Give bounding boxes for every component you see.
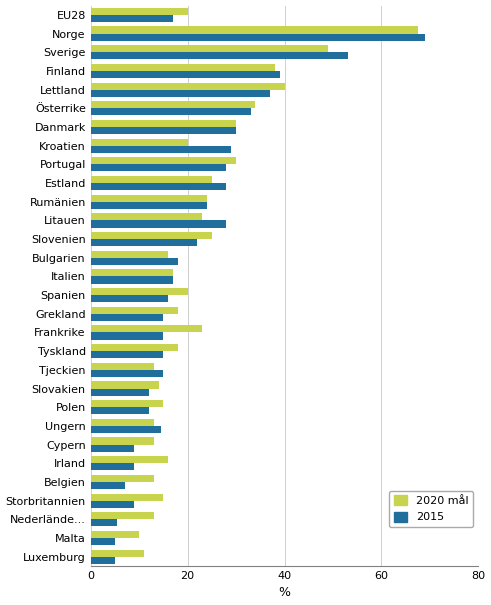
Bar bbox=[91, 419, 154, 426]
Bar bbox=[91, 183, 226, 190]
Bar bbox=[91, 276, 173, 284]
Bar bbox=[91, 437, 154, 445]
Bar bbox=[91, 195, 207, 201]
Bar bbox=[91, 90, 270, 97]
Bar bbox=[91, 426, 161, 433]
Bar bbox=[91, 127, 236, 134]
Bar bbox=[91, 120, 236, 127]
Bar bbox=[91, 307, 178, 314]
Bar bbox=[91, 482, 125, 489]
Bar bbox=[91, 71, 280, 78]
Bar bbox=[91, 269, 173, 276]
Bar bbox=[91, 15, 173, 22]
Bar bbox=[91, 512, 154, 519]
Bar bbox=[91, 108, 250, 116]
Bar bbox=[91, 146, 231, 153]
Bar bbox=[91, 531, 139, 538]
Bar bbox=[91, 314, 164, 321]
Bar bbox=[91, 381, 159, 388]
Bar bbox=[91, 165, 226, 171]
Bar bbox=[91, 494, 164, 501]
Bar bbox=[91, 64, 275, 71]
Bar bbox=[91, 250, 168, 258]
X-axis label: %: % bbox=[278, 586, 291, 600]
Legend: 2020 mål, 2015: 2020 mål, 2015 bbox=[389, 491, 473, 527]
Bar bbox=[91, 538, 115, 545]
Bar bbox=[91, 549, 144, 557]
Bar bbox=[91, 214, 202, 220]
Bar bbox=[91, 344, 178, 351]
Bar bbox=[91, 370, 164, 377]
Bar bbox=[91, 351, 164, 358]
Bar bbox=[91, 325, 202, 333]
Bar bbox=[91, 475, 154, 482]
Bar bbox=[91, 456, 168, 463]
Bar bbox=[91, 157, 236, 165]
Bar bbox=[91, 139, 188, 146]
Bar bbox=[91, 201, 207, 209]
Bar bbox=[91, 239, 197, 246]
Bar bbox=[91, 388, 149, 396]
Bar bbox=[91, 101, 255, 108]
Bar bbox=[91, 519, 117, 526]
Bar bbox=[91, 295, 168, 302]
Bar bbox=[91, 34, 425, 41]
Bar bbox=[91, 258, 178, 265]
Bar bbox=[91, 445, 134, 452]
Bar bbox=[91, 8, 188, 15]
Bar bbox=[91, 27, 418, 34]
Bar bbox=[91, 501, 134, 508]
Bar bbox=[91, 333, 164, 339]
Bar bbox=[91, 45, 328, 52]
Bar bbox=[91, 176, 212, 183]
Bar bbox=[91, 288, 188, 295]
Bar bbox=[91, 557, 115, 564]
Bar bbox=[91, 52, 348, 59]
Bar bbox=[91, 363, 154, 370]
Bar bbox=[91, 82, 284, 90]
Bar bbox=[91, 232, 212, 239]
Bar bbox=[91, 407, 149, 414]
Bar bbox=[91, 400, 164, 407]
Bar bbox=[91, 463, 134, 470]
Bar bbox=[91, 220, 226, 227]
